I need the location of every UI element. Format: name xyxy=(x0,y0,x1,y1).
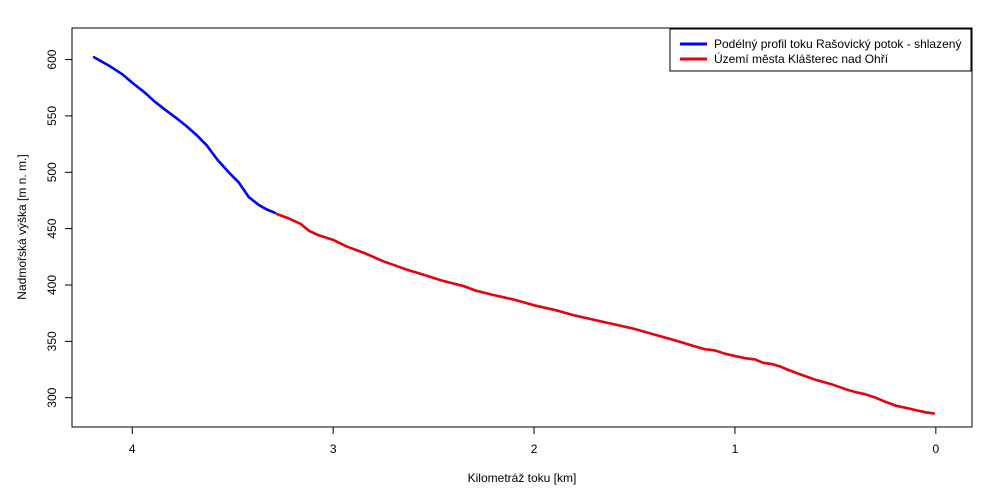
x-axis-label: Kilometráž toku [km] xyxy=(468,471,577,485)
y-axis: 300 350 400 450 500 550 600 xyxy=(45,49,73,408)
plot-frame xyxy=(71,27,973,428)
x-axis: 4 3 2 1 0 xyxy=(129,426,939,456)
series-line-profile xyxy=(92,55,277,215)
y-tick-label: 400 xyxy=(45,275,59,295)
y-tick-label: 300 xyxy=(45,387,59,407)
x-tick-label: 4 xyxy=(129,442,136,456)
y-axis-label: Nadmořská výška [m n. m.] xyxy=(15,154,29,299)
x-tick-label: 2 xyxy=(531,442,538,456)
legend-label-city: Území města Klášterec nad Ohří xyxy=(714,51,889,66)
legend: Podélný profil toku Rašovický potok - sh… xyxy=(669,28,972,72)
y-tick-label: 450 xyxy=(45,218,59,238)
legend-box xyxy=(669,28,972,72)
x-tick-label: 0 xyxy=(932,442,939,456)
x-tick-label: 1 xyxy=(732,442,739,456)
y-tick-label: 550 xyxy=(45,106,59,126)
series-line-city xyxy=(275,212,936,415)
y-tick-label: 500 xyxy=(45,162,59,182)
legend-label-profile: Podélný profil toku Rašovický potok - sh… xyxy=(714,37,961,51)
y-tick-label: 600 xyxy=(45,49,59,69)
x-tick-label: 3 xyxy=(330,442,337,456)
series-layer xyxy=(92,55,936,415)
y-tick-label: 350 xyxy=(45,331,59,351)
